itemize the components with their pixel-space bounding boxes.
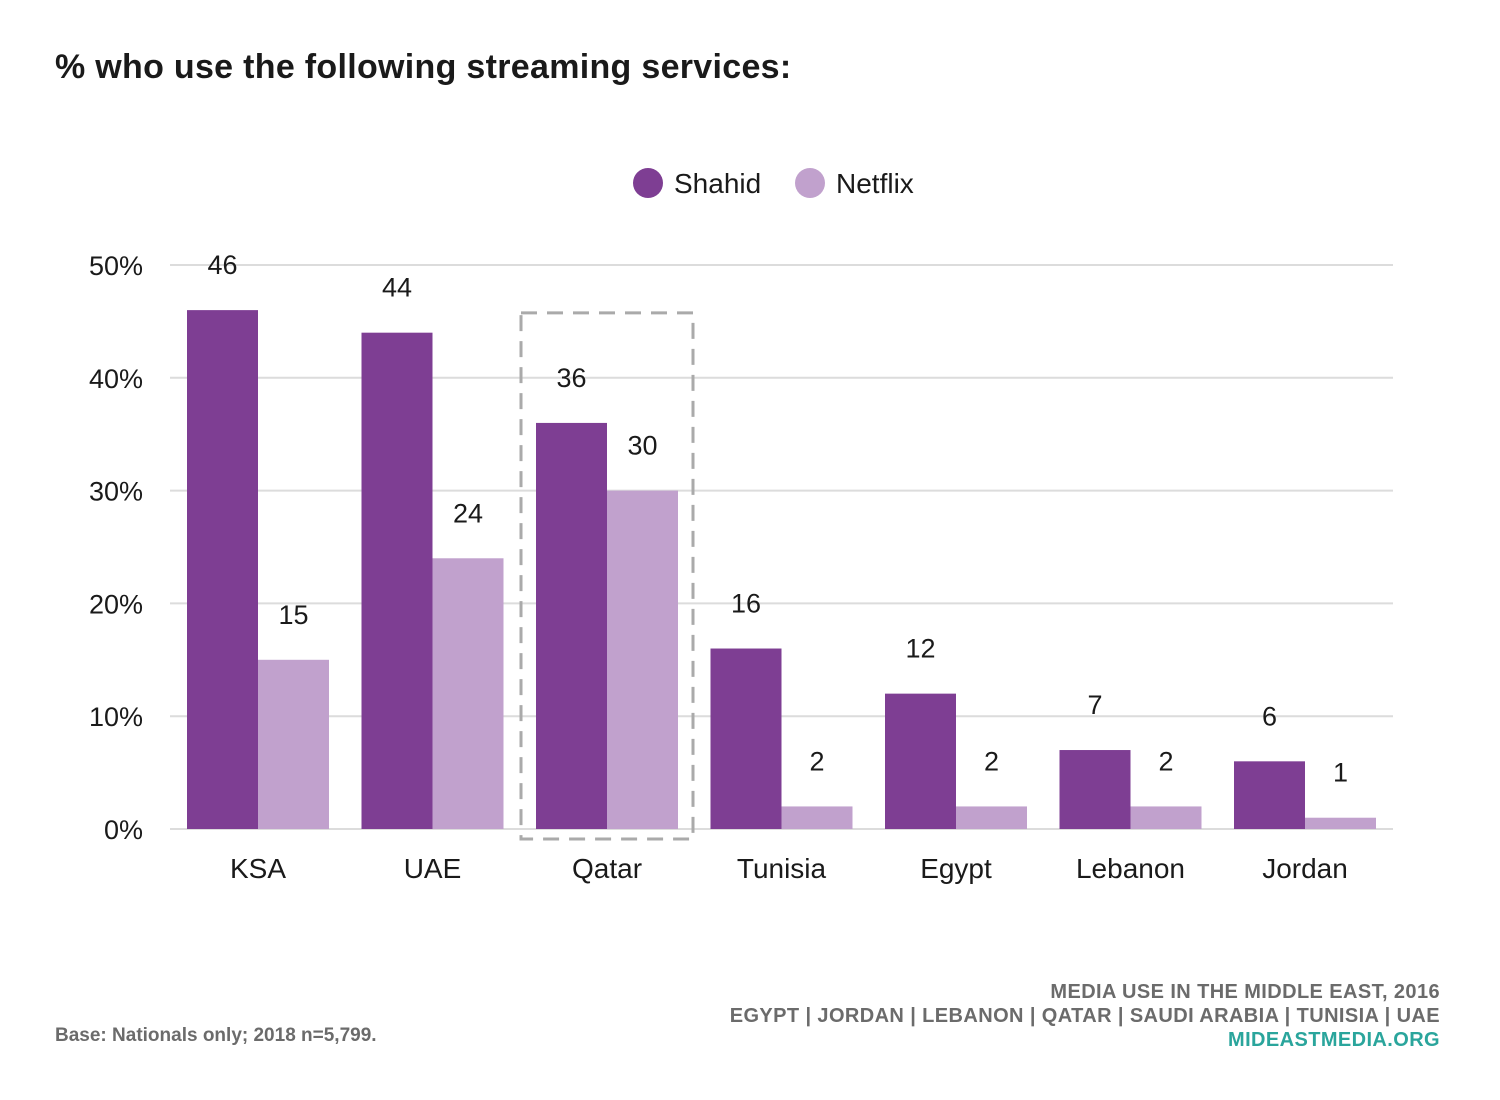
x-tick-label: UAE — [404, 853, 462, 884]
bar-shahid-ksa — [187, 310, 258, 829]
y-tick-label: 50% — [89, 251, 143, 281]
source-block: MEDIA USE IN THE MIDDLE EAST, 2016 EGYPT… — [730, 980, 1440, 1052]
data-label: 30 — [627, 431, 657, 461]
y-tick-label: 0% — [104, 815, 143, 845]
data-label: 2 — [984, 746, 999, 776]
data-label: 16 — [731, 589, 761, 619]
bar-netflix-ksa — [258, 659, 329, 829]
y-tick-label: 20% — [89, 589, 143, 619]
bar-shahid-qatar — [536, 422, 607, 829]
base-note: Base: Nationals only; 2018 n=5,799. — [55, 1025, 377, 1046]
bar-netflix-tunisia — [781, 806, 853, 829]
x-tick-label: KSA — [230, 853, 286, 884]
x-tick-label: Lebanon — [1076, 853, 1185, 884]
legend-label-shahid: Shahid — [674, 168, 761, 199]
y-tick-label: 40% — [89, 364, 143, 394]
data-label: 15 — [278, 600, 308, 630]
legend-label-netflix: Netflix — [836, 168, 914, 199]
bar-shahid-uae — [361, 332, 433, 829]
data-label: 46 — [207, 250, 237, 280]
bar-netflix-qatar — [607, 490, 678, 829]
bar-shahid-egypt — [885, 693, 956, 829]
x-tick-label: Jordan — [1262, 853, 1348, 884]
data-label: 7 — [1087, 690, 1102, 720]
bar-shahid-lebanon — [1059, 750, 1131, 829]
data-label: 24 — [453, 498, 483, 528]
bar-netflix-lebanon — [1130, 806, 1202, 829]
x-tick-label: Qatar — [572, 853, 642, 884]
legend-swatch-shahid — [633, 168, 663, 198]
data-label: 36 — [556, 363, 586, 393]
data-label: 6 — [1262, 701, 1277, 731]
bar-netflix-egypt — [956, 806, 1027, 829]
x-tick-label: Egypt — [920, 853, 992, 884]
data-label: 2 — [1158, 746, 1173, 776]
highlight-box — [519, 311, 695, 841]
source-countries: EGYPT | JORDAN | LEBANON | QATAR | SAUDI… — [729, 1005, 1440, 1027]
data-label: 2 — [809, 746, 824, 776]
x-tick-label: Tunisia — [737, 853, 827, 884]
data-label: 1 — [1333, 758, 1348, 788]
y-tick-label: 30% — [89, 477, 143, 507]
data-label: 12 — [905, 634, 935, 664]
data-label: 44 — [382, 273, 412, 303]
bar-shahid-jordan — [1234, 761, 1305, 829]
legend-swatch-netflix — [795, 168, 825, 198]
source-link[interactable]: MIDEASTMEDIA.ORG — [1228, 1029, 1440, 1051]
bar-netflix-uae — [432, 558, 504, 829]
bar-shahid-tunisia — [710, 648, 782, 829]
chart-title: % who use the following streaming servic… — [55, 48, 792, 86]
bar-netflix-jordan — [1305, 817, 1376, 829]
source-title: MEDIA USE IN THE MIDDLE EAST, 2016 — [1050, 981, 1440, 1003]
y-tick-label: 10% — [89, 702, 143, 732]
